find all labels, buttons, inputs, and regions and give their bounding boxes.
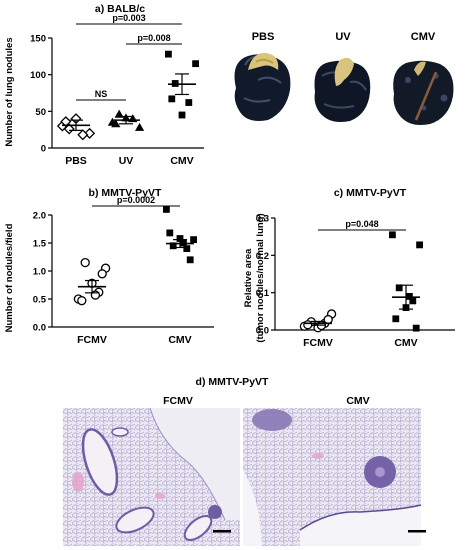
x-category-label: CMV (170, 155, 193, 167)
y-tick-label: 1.0 (33, 267, 46, 278)
data-point (190, 236, 197, 244)
data-point (323, 314, 333, 325)
data-point (392, 315, 400, 323)
x-category-label: FCMV (303, 337, 333, 349)
histology-label-cmv: CMV (346, 395, 369, 407)
histology-image-cmv (243, 408, 426, 546)
data-point (111, 119, 121, 128)
data-point (416, 241, 423, 249)
panel-b-y-axis-label: Number of nodules/field (4, 223, 15, 332)
data-point (60, 116, 72, 128)
data-point (63, 123, 75, 135)
data-point (303, 320, 313, 330)
x-category-label: UV (119, 155, 134, 167)
data-point (185, 99, 193, 106)
data-point (77, 296, 87, 306)
data-point (166, 229, 174, 237)
panel-b-plot: b) MMTV-PyVT Number of nodules/field 0.0… (4, 187, 214, 346)
x-category-label: FCMV (77, 334, 107, 346)
panel-d-title: d) MMTV-PyVT (196, 376, 270, 388)
data-point (168, 95, 176, 103)
panel-b-title: b) MMTV-PyVT (89, 187, 163, 199)
panel-c-y-axis-label-2: (tumor nodules/normal lung) (255, 213, 266, 342)
data-point (389, 231, 396, 239)
lung-photos: PBS UV CMV (234, 31, 454, 125)
data-point (395, 284, 403, 292)
significance-label: p=0.008 (137, 33, 170, 43)
photo-label-uv: UV (335, 31, 351, 43)
y-tick-label: 0.0 (33, 323, 46, 334)
data-point (163, 206, 170, 213)
photo-label-pbs: PBS (252, 31, 275, 43)
significance-label: p=0.003 (112, 13, 145, 23)
y-tick-label: 0.2 (256, 251, 269, 262)
y-tick-label: 150 (30, 34, 46, 45)
data-point (183, 245, 191, 252)
data-point (165, 50, 172, 58)
panel-a-plot: a) BALB/c Number of lung nodules 0 50 100 1… (4, 3, 204, 167)
y-tick-label: 0.1 (256, 288, 270, 299)
data-point (80, 257, 90, 268)
panel-c-y-axis-label-1: Relative area (243, 248, 254, 307)
x-category-label: CMV (394, 337, 417, 349)
data-point (114, 109, 124, 118)
panel-a-title: a) BALB/c (95, 3, 145, 15)
data-point (186, 256, 194, 264)
panel-c-plot: c) MMTV-PyVT Relative area (tumor nodule… (243, 187, 455, 349)
significance-label: p=0.0002 (117, 195, 155, 205)
data-point (97, 269, 107, 279)
x-category-label: PBS (65, 155, 87, 167)
panel-c-title: c) MMTV-PyVT (334, 187, 407, 199)
data-point (77, 129, 89, 141)
data-point (169, 242, 177, 250)
y-tick-label: 100 (30, 70, 46, 81)
significance-label: p=0.048 (345, 219, 378, 229)
data-point (409, 297, 417, 305)
y-tick-label: 1.5 (33, 239, 47, 250)
data-point (412, 324, 420, 332)
histology-image-fcmv (63, 407, 240, 546)
lung-photo-pbs (234, 52, 291, 121)
panel-d: d) MMTV-PyVT FCMV CMV (63, 376, 426, 546)
photo-label-cmv: CMV (411, 31, 436, 43)
y-tick-label: 0.0 (256, 326, 269, 337)
x-category-label: CMV (168, 334, 191, 346)
y-tick-label: 0.5 (33, 295, 47, 306)
histology-label-fcmv: FCMV (163, 395, 193, 407)
significance-label: NS (95, 89, 108, 99)
y-tick-label: 2.0 (33, 211, 46, 222)
y-tick-label: 50 (35, 107, 46, 118)
data-point (176, 235, 184, 242)
y-tick-label: 0.3 (256, 214, 269, 225)
panel-a-y-axis-label: Number of lung nodules (4, 37, 15, 146)
data-point (135, 122, 145, 131)
y-tick-label: 0 (41, 144, 46, 155)
data-point (192, 60, 199, 68)
lung-photo-uv (314, 57, 371, 122)
data-point (178, 111, 186, 119)
lung-photo-cmv (393, 60, 454, 125)
